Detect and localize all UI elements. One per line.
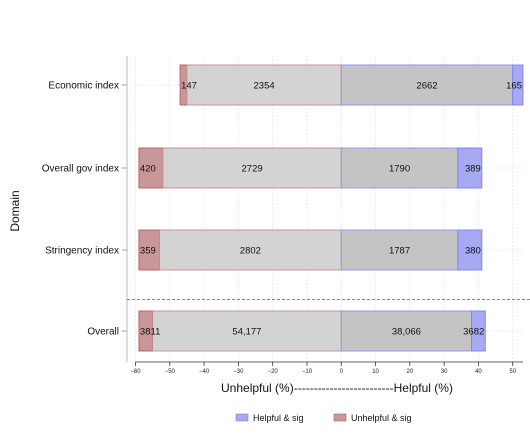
bar-overall-gov-index-segment-3 [340,147,459,189]
x-tick-label: 40 [475,369,482,375]
x-tick-label: −40 [199,369,210,375]
data-label-stringency-index-segment-2: 2802 [240,246,261,257]
x-tick-label: −30 [233,369,244,375]
data-labels: 147 420 359 3811 2354 2729 2802 54,177 2662 1790 1… [140,81,522,338]
data-label-overall-gov-index-segment-1: 420 [140,164,156,175]
x-tick-label: 30 [441,369,448,375]
axes: Economic index Overall gov index Stringenc… [42,56,530,375]
x-tick-label: −60 [130,369,141,375]
x-tick-label: −20 [268,369,279,375]
bar-segments [138,64,524,352]
bar-overall-segment-2 [152,310,342,352]
data-label-economic-index-segment-4: 165 [506,81,522,92]
bar-overall-gov-index-segment-1 [138,147,164,189]
bar-stringency-index-segment-2 [159,229,342,271]
data-label-economic-index-segment-3: 2662 [416,81,437,92]
x-tick-label: 10 [372,369,379,375]
x-tick-label: 50 [509,369,516,375]
x-axis-title: Unhelpful (%)-------------------------He… [221,381,453,395]
data-label-stringency-index-segment-3: 1787 [389,246,410,257]
y-axis-title: Domain [8,190,22,231]
bar-overall-gov-index-segment-4 [457,147,483,189]
bar-overall-segment-4 [471,310,486,352]
bar-overall-gov-index-segment-2 [162,147,342,189]
data-label-stringency-index-segment-4: 380 [465,246,481,257]
bar-economic-index-segment-3 [340,64,514,106]
x-tick-label: −10 [302,369,313,375]
category-label-overall: Overall [87,327,119,338]
data-label-overall-gov-index-segment-4: 389 [465,164,481,175]
category-label-overall-gov-index: Overall gov index [42,164,119,175]
x-tick-label: −50 [165,369,176,375]
bar-stringency-index-segment-3 [340,229,459,271]
bar-economic-index-segment-4 [512,64,524,106]
bar-overall-segment-3 [340,310,473,352]
data-label-overall-gov-index-segment-3: 1790 [389,164,410,175]
data-label-overall-segment-2: 54,177 [232,327,261,338]
data-label-overall-segment-1: 3811 [140,327,160,338]
legend-label-unhelpful-sig: Unhelpful & sig [351,413,412,423]
data-label-overall-gov-index-segment-2: 2729 [242,164,263,175]
x-tick-label: 20 [406,369,413,375]
data-label-stringency-index-segment-1: 359 [140,246,156,257]
bar-stringency-index-segment-4 [457,229,483,271]
data-label-overall-segment-4: 3682 [463,327,484,338]
legend-swatch-helpful-sig [235,413,249,422]
legend-swatch-unhelpful-sig [333,413,347,422]
legend-label-helpful-sig: Helpful & sig [253,413,304,423]
data-label-economic-index-segment-2: 2354 [254,81,275,92]
data-label-overall-segment-3: 38,066 [392,327,421,338]
data-label-economic-index-segment-1: 147 [181,81,197,92]
category-label-stringency-index: Stringency index [45,246,119,257]
legend: Helpful & sig Unhelpful & sig [235,413,412,423]
x-tick-label: 0 [340,369,344,375]
category-label-economic-index: Economic index [48,81,119,92]
